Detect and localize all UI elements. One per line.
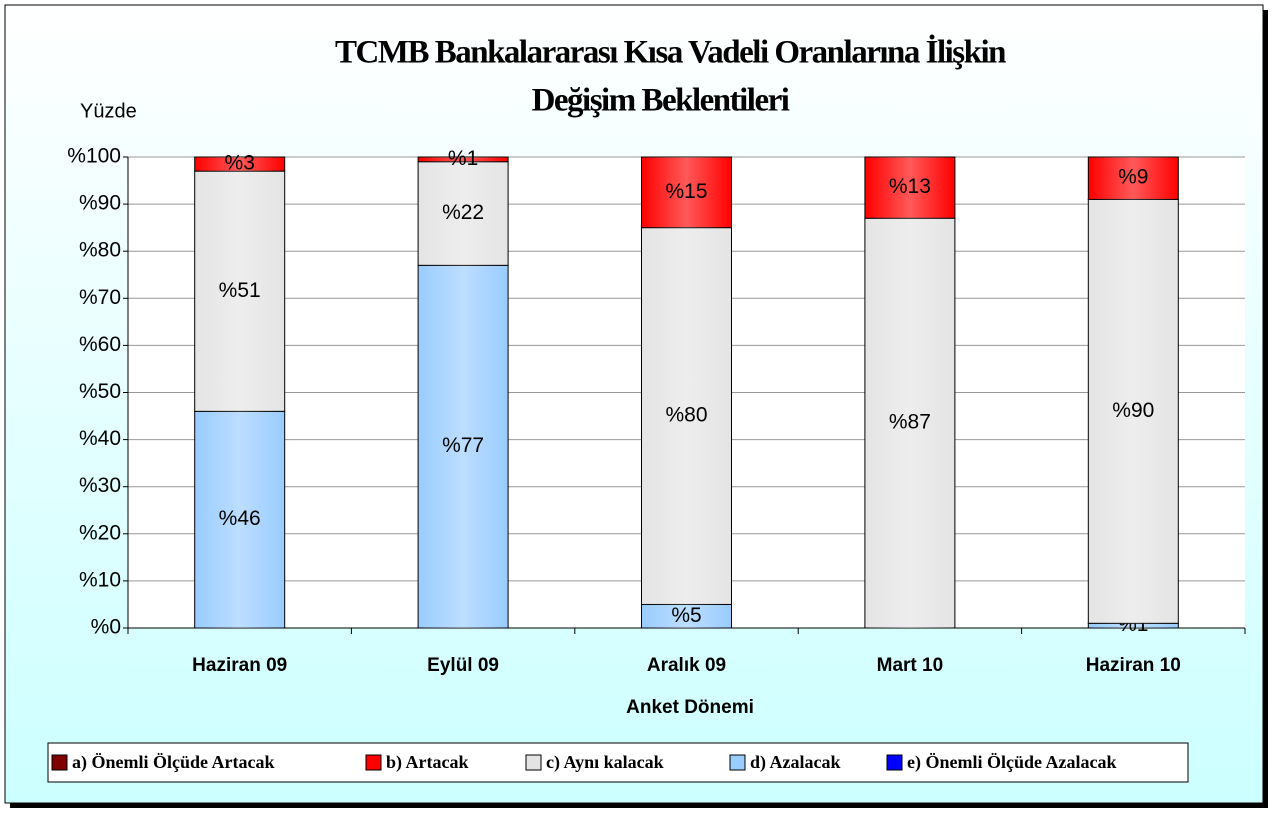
value-label: %5 bbox=[671, 604, 701, 627]
x-tick-label: Eylül 09 bbox=[427, 655, 499, 676]
bar-sheen bbox=[418, 161, 509, 266]
y-tick-label: %70 bbox=[79, 286, 121, 309]
y-tick-label: %20 bbox=[79, 521, 121, 544]
legend-swatch bbox=[729, 754, 746, 771]
bar-sheen bbox=[1088, 199, 1179, 624]
legend bbox=[47, 742, 1189, 783]
value-label: %80 bbox=[665, 404, 707, 427]
y-tick-label: %40 bbox=[79, 427, 121, 450]
legend-swatch bbox=[525, 754, 542, 771]
bar-sheen bbox=[641, 157, 732, 228]
bar-sheen bbox=[1088, 623, 1179, 628]
x-axis-label: Anket Dönemi bbox=[626, 697, 754, 718]
value-label: %15 bbox=[665, 180, 707, 203]
bar-sheen bbox=[864, 218, 955, 629]
value-label: %1 bbox=[448, 147, 478, 170]
x-tick-label: Haziran 10 bbox=[1086, 655, 1181, 676]
y-tick-label: %80 bbox=[79, 239, 121, 262]
value-label: %46 bbox=[219, 507, 261, 530]
value-label: %51 bbox=[219, 279, 261, 302]
bar-sheen bbox=[641, 227, 732, 605]
y-tick-label: %100 bbox=[67, 145, 121, 168]
value-label: %9 bbox=[1118, 166, 1148, 189]
y-tick-label: %0 bbox=[91, 616, 121, 639]
legend-label: d) Azalacak bbox=[750, 752, 841, 773]
value-label: %3 bbox=[225, 152, 255, 175]
value-label: %22 bbox=[442, 201, 484, 224]
y-tick-label: %90 bbox=[79, 192, 121, 215]
legend-label: a) Önemli Ölçüde Artacak bbox=[72, 752, 274, 773]
x-tick-label: Haziran 09 bbox=[192, 655, 287, 676]
legend-swatch bbox=[886, 754, 903, 771]
value-label: %77 bbox=[442, 434, 484, 457]
y-tick-label: %30 bbox=[79, 474, 121, 497]
x-tick-label: Mart 10 bbox=[877, 655, 944, 676]
legend-label: e) Önemli Ölçüde Azalacak bbox=[907, 752, 1116, 773]
bar-sheen bbox=[418, 265, 509, 628]
bar-sheen bbox=[194, 157, 285, 172]
chart-title: Değişim Beklentileri bbox=[532, 83, 790, 119]
y-tick-label: %10 bbox=[79, 568, 121, 591]
y-tick-label: %50 bbox=[79, 380, 121, 403]
value-label: %90 bbox=[1112, 399, 1154, 422]
bar-sheen bbox=[194, 411, 285, 628]
y-tick-label: %60 bbox=[79, 333, 121, 356]
value-label: %13 bbox=[889, 175, 931, 198]
legend-swatch bbox=[365, 754, 382, 771]
bar-sheen bbox=[641, 604, 732, 628]
legend-swatch bbox=[51, 754, 68, 771]
x-tick-label: Aralık 09 bbox=[647, 655, 726, 676]
value-label: %87 bbox=[889, 411, 931, 434]
legend-label: c) Aynı kalacak bbox=[546, 752, 664, 773]
bar-sheen bbox=[1088, 157, 1179, 200]
y-axis-label: Yüzde bbox=[80, 100, 137, 122]
bar-sheen bbox=[864, 157, 955, 219]
bar-sheen bbox=[418, 157, 509, 162]
bar-sheen bbox=[194, 171, 285, 412]
chart-title: TCMB Bankalararası Kısa Vadeli Oranların… bbox=[335, 33, 1006, 71]
legend-label: b) Artacak bbox=[386, 752, 469, 773]
